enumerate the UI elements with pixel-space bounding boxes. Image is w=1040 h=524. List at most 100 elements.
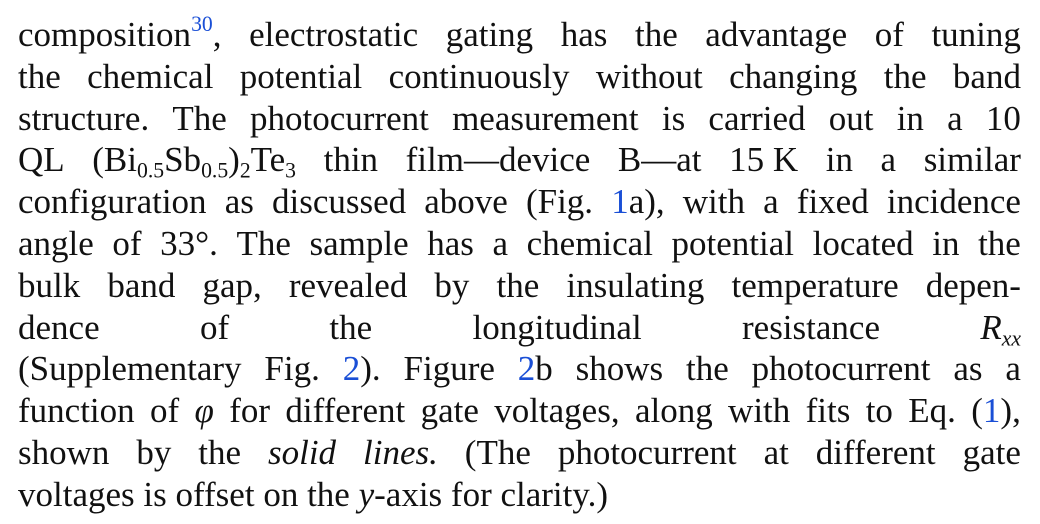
word: the: [198, 432, 242, 472]
text-line: dence of the longitudinal resistance Rxx: [18, 307, 1021, 349]
word: for: [450, 474, 492, 514]
word: electrostatic: [249, 15, 419, 54]
formula-subscript: 0.5: [201, 158, 229, 183]
word: in: [932, 223, 960, 263]
word: (Fig.: [525, 182, 594, 222]
word: with: [682, 182, 745, 222]
text-line: the chemical potential continuously with…: [18, 56, 1021, 98]
word-text: b: [535, 349, 553, 389]
word: (Supplementary: [18, 349, 242, 389]
punctuation: ,: [212, 15, 222, 54]
word: film—device: [405, 140, 591, 180]
text-line: voltages is offset on the y-axis for cla…: [18, 474, 1021, 516]
word: continuously: [388, 56, 570, 96]
formula-subscript: 2: [239, 158, 251, 183]
word: for: [229, 391, 271, 431]
figure-link[interactable]: 2: [342, 349, 361, 389]
citation-link[interactable]: 30: [191, 11, 213, 36]
word: voltages,: [494, 391, 620, 431]
word: a: [763, 182, 779, 222]
word: revealed: [288, 265, 408, 305]
punctuation: ),: [1000, 391, 1021, 431]
word: Eq.: [908, 391, 956, 431]
math-subscript: xx: [1001, 326, 1021, 351]
word: tuning: [931, 15, 1021, 54]
word: fits: [805, 391, 851, 431]
word: a: [492, 223, 509, 263]
word-text: -axis: [374, 474, 443, 514]
equation-reference: (1),: [971, 390, 1021, 432]
word: by: [434, 265, 470, 305]
word: as: [953, 349, 983, 389]
word: of: [874, 15, 904, 54]
word: structure.: [18, 98, 150, 138]
text-line: configuration as discussed above (Fig. 1…: [18, 181, 1021, 223]
word: the: [18, 56, 61, 96]
word: the: [686, 349, 729, 389]
equation-link[interactable]: 1: [982, 391, 1001, 431]
word: fixed: [796, 182, 869, 222]
word: shown: [18, 432, 110, 472]
axis-term: y-axis: [359, 474, 443, 516]
word-text: a),: [628, 182, 665, 222]
word: at: [763, 432, 789, 472]
word: with: [728, 391, 791, 431]
word: gating: [445, 15, 534, 54]
figure-link[interactable]: 2: [517, 349, 536, 389]
math-variable: y: [358, 474, 375, 514]
word-text: composition: [18, 15, 192, 54]
word: B—at: [617, 140, 702, 180]
figure-reference: 2).: [343, 348, 381, 390]
word: to: [865, 391, 893, 431]
word: dence: [18, 307, 100, 347]
word: a: [947, 98, 963, 138]
word: longitudinal: [472, 307, 642, 347]
formula-part: Sb: [164, 140, 202, 180]
word: sample: [309, 223, 409, 263]
word: as: [224, 182, 254, 222]
word: photocurrent: [557, 432, 737, 472]
word: along: [634, 391, 713, 431]
formula-subscript: 0.5: [136, 158, 165, 183]
word: of: [149, 391, 180, 431]
figure-link[interactable]: 1: [611, 182, 629, 222]
word: offset: [175, 474, 255, 514]
word: temperature: [731, 265, 899, 305]
body-paragraph: composition30, electrostatic gating has …: [18, 11, 1021, 516]
word: is: [661, 98, 686, 138]
word: configuration: [18, 182, 207, 222]
word: voltages: [18, 474, 135, 514]
formula-part: Te: [250, 140, 286, 180]
word: 33°.: [160, 223, 218, 263]
word: changing: [729, 56, 858, 96]
word: different: [285, 391, 406, 431]
word: the: [634, 15, 678, 54]
word: the: [329, 307, 373, 347]
text-line: shown by the solid lines. (The photocurr…: [18, 432, 1021, 474]
word: the: [978, 223, 1021, 263]
word: thin: [323, 140, 379, 180]
word: resistance: [742, 307, 880, 347]
text-line: function of φ for different gate voltage…: [18, 390, 1021, 432]
text-line: structure. The photocurrent measurement …: [18, 98, 1021, 140]
word: located: [812, 223, 914, 263]
word: chemical: [526, 223, 653, 263]
word: out: [828, 98, 874, 138]
word: without: [595, 56, 703, 96]
word: composition30,: [18, 11, 222, 56]
math-variable: R: [980, 307, 1002, 347]
text-line: (Supplementary Fig. 2). Figure 2b shows …: [18, 348, 1021, 390]
word: on: [263, 474, 299, 514]
figure-reference: 2b: [518, 348, 553, 390]
word: has: [427, 223, 474, 263]
word: chemical: [87, 56, 214, 96]
word: gate: [420, 391, 479, 431]
word: shows: [575, 349, 664, 389]
word: 15 K: [729, 140, 799, 180]
word: similar: [923, 140, 1021, 180]
word: has: [560, 15, 608, 54]
word: discussed: [271, 182, 407, 222]
word: photocurrent: [250, 98, 429, 138]
word: of: [112, 223, 142, 263]
word: the: [883, 56, 927, 96]
